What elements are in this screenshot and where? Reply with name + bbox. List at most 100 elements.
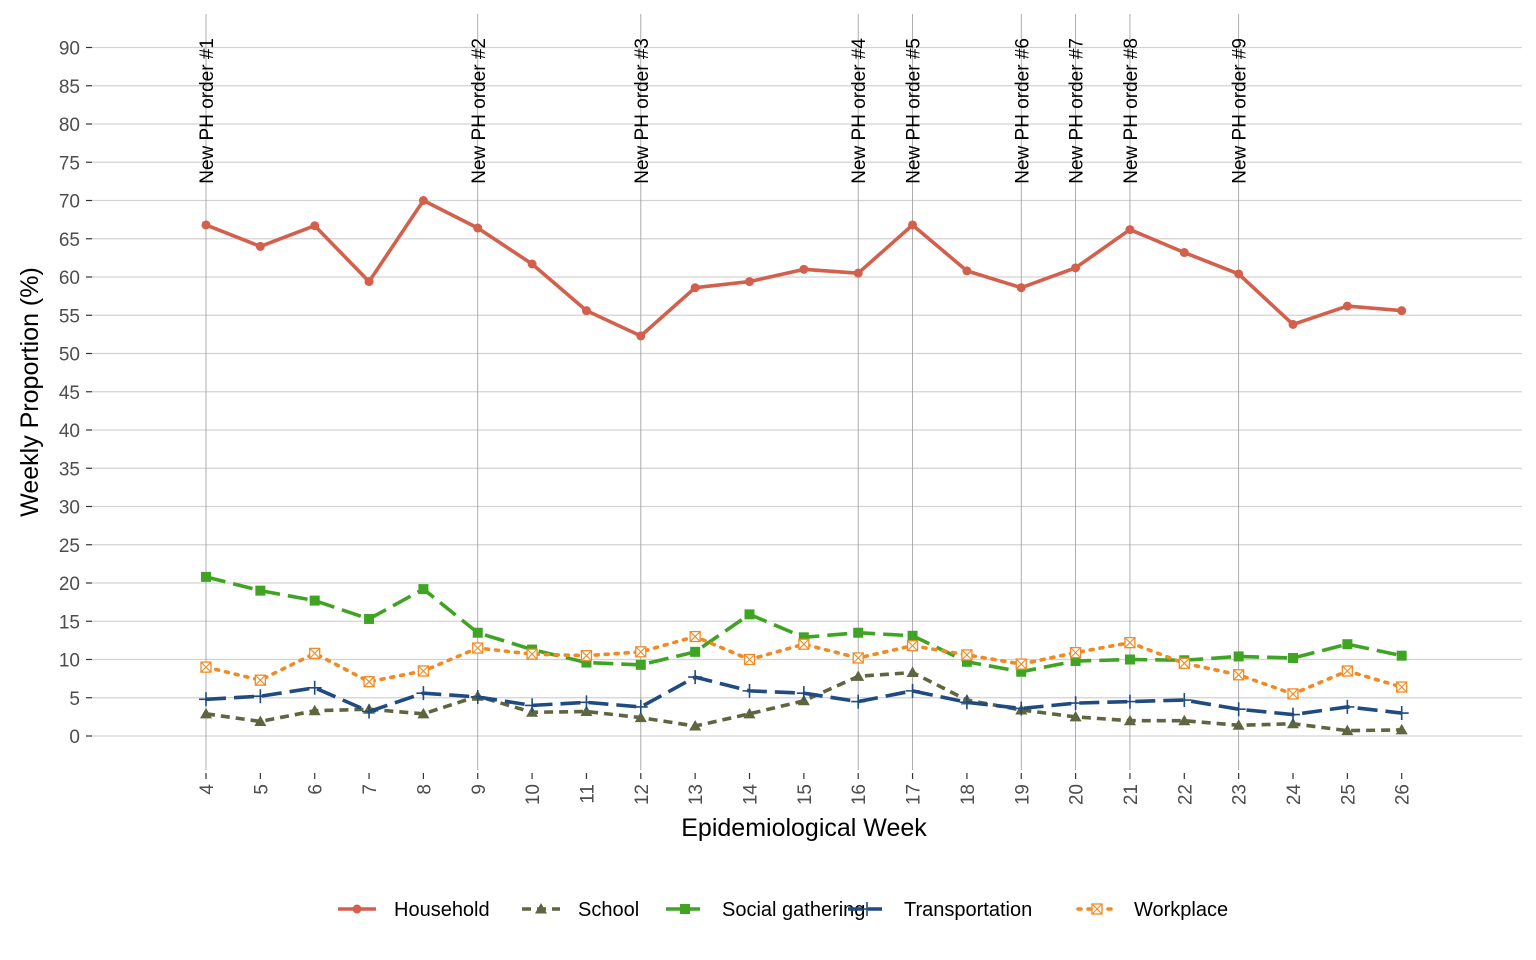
data-point [418, 196, 428, 205]
data-point [1234, 269, 1244, 279]
data-point [1123, 714, 1136, 726]
data-point [798, 638, 810, 650]
data-point [580, 650, 593, 662]
ph-order-label: New PH order #1 [197, 38, 218, 184]
data-point [689, 630, 701, 643]
x-tick-label: 13 [686, 784, 707, 805]
y-tick-label: 5 [69, 689, 80, 710]
x-tick-label: 20 [1067, 784, 1088, 805]
data-point [906, 666, 919, 678]
legend-item-workplace: Workplace [1076, 899, 1228, 921]
data-point [853, 627, 864, 638]
data-point [1122, 694, 1137, 709]
y-tick-label: 0 [69, 727, 80, 748]
data-point [635, 659, 646, 670]
data-point [309, 647, 321, 660]
data-point [1232, 719, 1245, 730]
y-tick-label: 80 [59, 115, 80, 136]
data-point [526, 648, 538, 660]
series-school [200, 666, 1408, 736]
legend-marker [1091, 903, 1103, 915]
series-workplace [200, 630, 1408, 700]
y-tick-label: 55 [59, 306, 80, 327]
data-point [1396, 650, 1407, 661]
y-tick-label: 35 [59, 459, 80, 480]
y-tick-label: 85 [59, 77, 80, 98]
legend-item-social-gathering: Social gathering [666, 899, 865, 921]
data-point [201, 571, 211, 582]
data-point [961, 649, 973, 661]
data-point [200, 661, 212, 673]
data-point [743, 707, 756, 719]
y-tick-label: 30 [59, 498, 80, 519]
data-point [1068, 696, 1083, 711]
data-point [307, 680, 322, 695]
data-point [364, 613, 375, 624]
data-point [581, 306, 591, 316]
data-point [1341, 665, 1353, 677]
data-point [852, 670, 865, 681]
data-point [633, 699, 648, 714]
data-point [308, 704, 321, 716]
y-tick-label: 15 [59, 612, 80, 633]
data-point [363, 676, 375, 688]
x-tick-label: 6 [306, 784, 327, 795]
data-point [634, 711, 647, 723]
legend-item-school: School [522, 899, 639, 921]
series-social-gathering [201, 571, 1407, 677]
data-point [1070, 656, 1081, 667]
series-lines [199, 196, 1409, 736]
data-point [1286, 707, 1300, 722]
data-point [689, 720, 702, 731]
y-gridlines [92, 46, 1522, 737]
data-point [959, 695, 974, 710]
y-tick-label: 70 [59, 192, 80, 213]
data-point [1231, 702, 1246, 717]
data-point [255, 241, 265, 251]
data-point [745, 277, 754, 287]
data-point [472, 627, 483, 638]
data-point [905, 683, 920, 698]
ph-order-label: New PH order #6 [1012, 38, 1033, 184]
data-point [255, 585, 266, 596]
x-tick-label: 17 [904, 784, 925, 805]
data-point [908, 220, 918, 230]
data-point [742, 683, 757, 698]
data-point [1394, 706, 1409, 721]
data-point [1340, 699, 1355, 714]
data-point [1069, 710, 1082, 722]
data-point [1178, 657, 1190, 669]
y-tick-label: 90 [59, 39, 80, 60]
data-point [796, 686, 811, 701]
data-point [1233, 669, 1245, 681]
data-point [961, 656, 972, 667]
ph-order-label: New PH order #7 [1067, 38, 1088, 184]
data-point [253, 689, 268, 704]
legend-label: Workplace [1134, 899, 1228, 921]
x-tick-label: 16 [849, 784, 870, 805]
ph-order-label: New PH order #9 [1230, 38, 1251, 184]
ph-order-label: New PH order #3 [632, 38, 653, 184]
x-tick-label: 25 [1338, 784, 1359, 805]
data-point [1287, 688, 1299, 700]
y-tick-label: 75 [59, 153, 80, 174]
data-point [851, 694, 866, 709]
data-point [470, 689, 485, 704]
legend-item-transportation: Transportation [848, 899, 1032, 921]
data-point [690, 283, 700, 293]
data-point [417, 665, 430, 677]
data-point [798, 632, 809, 643]
x-tick-label: 7 [360, 784, 381, 795]
data-point [473, 223, 483, 233]
data-point [1177, 693, 1192, 708]
x-tick-label: 15 [795, 784, 816, 805]
y-tick-label: 60 [59, 268, 80, 289]
data-point [688, 670, 703, 685]
y-tick-label: 25 [59, 536, 80, 557]
x-tick-label: 19 [1012, 784, 1033, 805]
data-point [254, 715, 267, 726]
data-point [744, 609, 755, 620]
data-point [1124, 637, 1136, 649]
y-tick-label: 20 [59, 574, 80, 595]
